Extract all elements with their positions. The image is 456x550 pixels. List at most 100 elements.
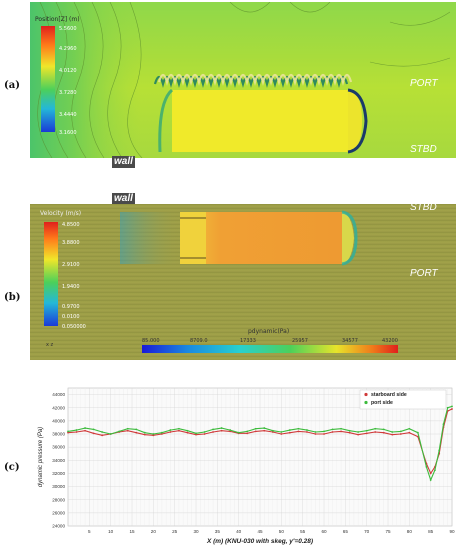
- data-point: [135, 431, 138, 434]
- data-point: [92, 432, 95, 435]
- data-point: [263, 429, 266, 432]
- data-point: [143, 431, 146, 434]
- y-axis-label: dynamic pressure (Pa): [38, 427, 44, 487]
- y-tick-label: 36000: [52, 445, 65, 450]
- data-point: [135, 428, 138, 431]
- data-point: [169, 429, 172, 431]
- panel-a-wave-field: [30, 2, 451, 158]
- panel-b-colorbar: Velocity (m/s) 4.8500 3.8800 2.9100 1.94…: [40, 210, 86, 330]
- data-point: [220, 427, 223, 429]
- x-tick-label: 60: [321, 529, 327, 534]
- data-point: [357, 431, 360, 433]
- panel-b-tick: 4.8500: [62, 222, 80, 228]
- data-point: [101, 431, 104, 433]
- data-point: [438, 449, 441, 452]
- data-point: [109, 433, 112, 435]
- panel-b-colorbar-title: Velocity (m/s): [40, 210, 82, 217]
- panel-a-colorbar-title: Position[Z] (m): [35, 16, 80, 23]
- panel-b-tick: 2.9100: [62, 262, 80, 268]
- data-point: [152, 434, 155, 437]
- data-point: [348, 429, 351, 432]
- data-point: [331, 428, 334, 431]
- data-point: [101, 434, 104, 437]
- data-point: [126, 427, 129, 430]
- panel-b-velocity-plot: Velocity (m/s) 4.8500 3.8800 2.9100 1.94…: [30, 204, 456, 360]
- data-point: [323, 433, 325, 435]
- data-point: [203, 431, 206, 433]
- x-tick-label: 85: [428, 529, 434, 534]
- panel-a-tick: 4.2960: [59, 46, 77, 52]
- y-tick-label: 28000: [52, 497, 65, 502]
- x-tick-label: 75: [385, 529, 391, 534]
- panel-b-tick: 3.8800: [62, 240, 80, 246]
- dynamic-pressure-chart: 44000 42000 40000 38000 36000 34000 32000 30000…: [38, 387, 455, 545]
- panel-a-tick: 3.1600: [59, 130, 77, 136]
- data-point: [391, 433, 394, 436]
- legend-box: [359, 389, 447, 410]
- data-point: [297, 427, 300, 430]
- panel-c-label: (c): [4, 462, 20, 473]
- data-point: [288, 429, 291, 431]
- data-point: [288, 431, 291, 434]
- data-point: [254, 427, 257, 430]
- data-point: [126, 429, 129, 432]
- axis-triad-icon: x z: [46, 342, 54, 348]
- panel-b-colorbar-gradient: [44, 222, 58, 326]
- data-point: [75, 431, 78, 433]
- y-tick-label: 30000: [52, 484, 65, 489]
- panel-b-pdyn-tick: 25957: [292, 338, 308, 344]
- panel-b-tick: 0.050000: [62, 324, 86, 330]
- data-point: [160, 433, 163, 435]
- data-point: [297, 430, 300, 433]
- panel-a-colorbar-gradient: [41, 26, 55, 132]
- data-point: [246, 430, 249, 433]
- data-point: [323, 430, 325, 433]
- data-point: [263, 427, 266, 429]
- x-tick-label: 45: [257, 529, 263, 534]
- panel-b-pdyn-title: pdynamic(Pa): [248, 328, 290, 335]
- x-tick-label: 70: [364, 529, 370, 534]
- data-point: [391, 431, 394, 433]
- panel-b-label: (b): [4, 292, 21, 303]
- y-tick-label: 38000: [52, 432, 65, 437]
- data-point: [429, 479, 432, 481]
- data-point: [280, 433, 283, 435]
- panel-b-tick: 1.9400: [62, 284, 80, 290]
- data-point: [348, 431, 351, 434]
- data-point: [67, 431, 69, 434]
- y-tick-label: 26000: [52, 510, 65, 515]
- x-tick-label: 65: [343, 529, 349, 534]
- data-point: [306, 429, 308, 431]
- panel-b-tick: 0.9700: [62, 304, 80, 310]
- panel-a-wall-label: wall: [112, 156, 135, 168]
- x-tick-label: 15: [129, 529, 135, 534]
- y-tick-label: 40000: [52, 418, 65, 423]
- data-point: [84, 427, 86, 429]
- y-tick-label: 24000: [52, 524, 65, 529]
- data-point: [203, 433, 206, 435]
- y-tick-label: 44000: [52, 392, 65, 397]
- panel-a-tick: 5.5600: [59, 26, 77, 32]
- data-point: [186, 431, 189, 434]
- data-point: [229, 429, 232, 431]
- legend-marker: [364, 392, 368, 397]
- data-point: [212, 431, 214, 433]
- data-point: [446, 406, 449, 409]
- panel-b-port-label: PORT: [410, 268, 438, 279]
- panel-a-contour-plot: Position[Z] (m) 5.5600 4.2960 4.0120 3.7…: [30, 2, 456, 158]
- data-point: [374, 427, 377, 430]
- data-point: [306, 431, 308, 433]
- data-point: [75, 429, 78, 431]
- y-tick-label: 32000: [52, 471, 65, 476]
- x-tick-label: 55: [300, 529, 306, 534]
- data-point: [178, 427, 180, 430]
- data-point: [169, 431, 172, 433]
- data-point: [382, 431, 385, 434]
- legend-label: port side: [371, 400, 393, 406]
- data-point: [178, 429, 180, 432]
- data-point: [429, 472, 432, 475]
- panel-b-pdyn-gradient: [142, 345, 398, 353]
- data-point: [92, 428, 95, 431]
- x-tick-label: 5: [88, 529, 91, 534]
- panel-b-pdyn-tick: 8709.0: [190, 338, 208, 344]
